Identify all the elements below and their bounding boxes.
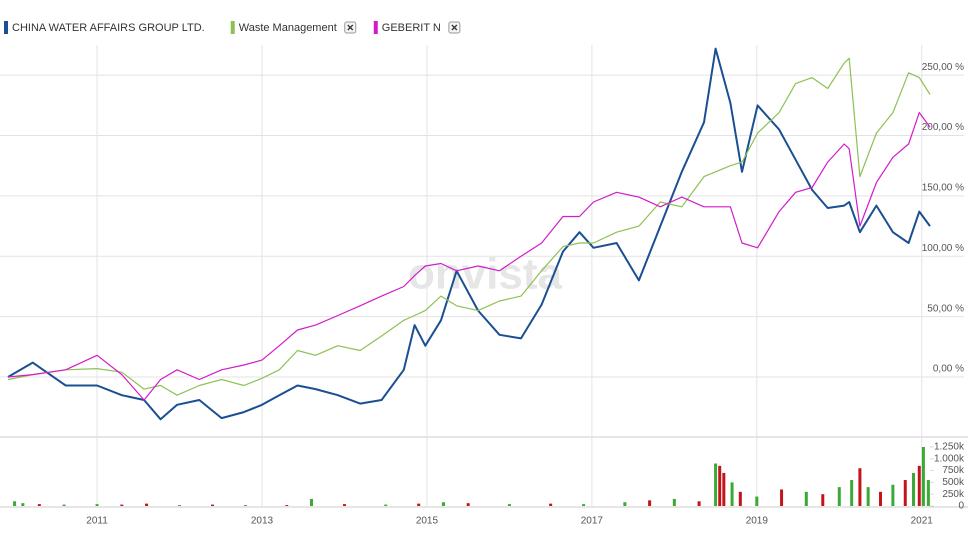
volume-bar	[850, 480, 854, 506]
y-tick-label: 750k	[942, 465, 965, 476]
y-tick-label: 250,00 %	[922, 62, 964, 73]
legend-swatch	[230, 21, 235, 34]
x-tick-label: 2021	[911, 516, 934, 527]
series-line	[7, 57, 931, 396]
volume-bar	[623, 502, 627, 506]
y-tick-label: 100,00 %	[922, 243, 964, 254]
volume-bar	[648, 500, 652, 506]
volume-bar	[672, 498, 676, 506]
volume-bar	[780, 489, 784, 506]
volume-bar	[21, 503, 25, 506]
volume-bar	[95, 504, 99, 506]
legend-item[interactable]: Waste Management	[230, 21, 357, 34]
volume-bar	[120, 504, 124, 506]
volume-bar	[866, 487, 870, 506]
volume-bar	[582, 504, 586, 506]
y-tick-label: 0	[958, 501, 964, 512]
volume-bar	[858, 468, 862, 506]
volume-bar	[466, 503, 470, 506]
x-tick-label: 2017	[581, 516, 604, 527]
volume-bar	[926, 480, 930, 506]
volume-bar	[755, 496, 759, 506]
volume-bar	[917, 465, 921, 506]
series-line	[7, 112, 931, 401]
x-tick-label: 2011	[86, 516, 108, 527]
remove-icon	[347, 24, 354, 31]
x-tick-label: 2013	[251, 516, 274, 527]
y-tick-label: 1.000k	[934, 453, 965, 464]
volume-bar	[13, 501, 17, 506]
volume-bar	[211, 504, 215, 506]
y-tick-label: 250k	[942, 489, 965, 500]
volume-bar	[342, 504, 346, 506]
legend-label: GEBERIT N	[382, 22, 441, 34]
volume-bar	[921, 447, 925, 506]
volume-bar	[62, 504, 66, 506]
y-tick-label: 1.250k	[934, 442, 965, 453]
volume-bar	[738, 491, 742, 506]
volume-bar	[697, 501, 701, 506]
volume-bar	[178, 505, 182, 506]
volume-bar	[145, 503, 149, 506]
legend-label: Waste Management	[239, 22, 337, 34]
volume-bar	[903, 480, 907, 506]
remove-button[interactable]	[448, 21, 461, 34]
volume-bar	[507, 504, 511, 506]
volume-bar	[730, 482, 734, 506]
legend-swatch	[373, 21, 378, 34]
legend-item[interactable]: CHINA WATER AFFAIRS GROUP LTD.	[4, 21, 205, 34]
volume-bar	[549, 503, 553, 506]
volume-bar	[714, 463, 718, 506]
legend-item[interactable]: GEBERIT N	[373, 21, 461, 34]
volume-bar	[821, 494, 825, 506]
volume-bar	[37, 504, 41, 506]
y-tick-label: 500k	[942, 477, 965, 488]
legend: CHINA WATER AFFAIRS GROUP LTD. Waste Mana…	[4, 21, 461, 34]
volume-bar	[285, 505, 289, 506]
y-tick-label: 0,00 %	[933, 364, 964, 375]
volume-bar	[384, 504, 388, 506]
volume-bar	[891, 484, 895, 506]
watermark: onvista	[408, 250, 563, 299]
legend-swatch	[4, 21, 8, 34]
y-tick-label: 200,00 %	[922, 122, 964, 133]
remove-button[interactable]	[344, 21, 357, 34]
volume-bar	[804, 491, 808, 506]
volume-bar	[722, 472, 726, 506]
volume-bar	[417, 503, 421, 506]
series-line	[7, 47, 931, 421]
volume-bar	[879, 491, 883, 506]
remove-icon	[451, 24, 458, 31]
volume-bar	[912, 472, 916, 506]
volume-bar	[441, 502, 445, 506]
legend-label: CHINA WATER AFFAIRS GROUP LTD.	[12, 22, 205, 34]
volume-bar	[718, 465, 722, 506]
x-tick-label: 2015	[416, 516, 439, 527]
volume-bar	[837, 487, 841, 506]
x-tick-label: 2019	[746, 516, 769, 527]
y-tick-label: 50,00 %	[927, 303, 964, 314]
volume-bar	[244, 505, 248, 506]
y-tick-label: 150,00 %	[922, 183, 964, 194]
volume-bar	[309, 498, 313, 506]
